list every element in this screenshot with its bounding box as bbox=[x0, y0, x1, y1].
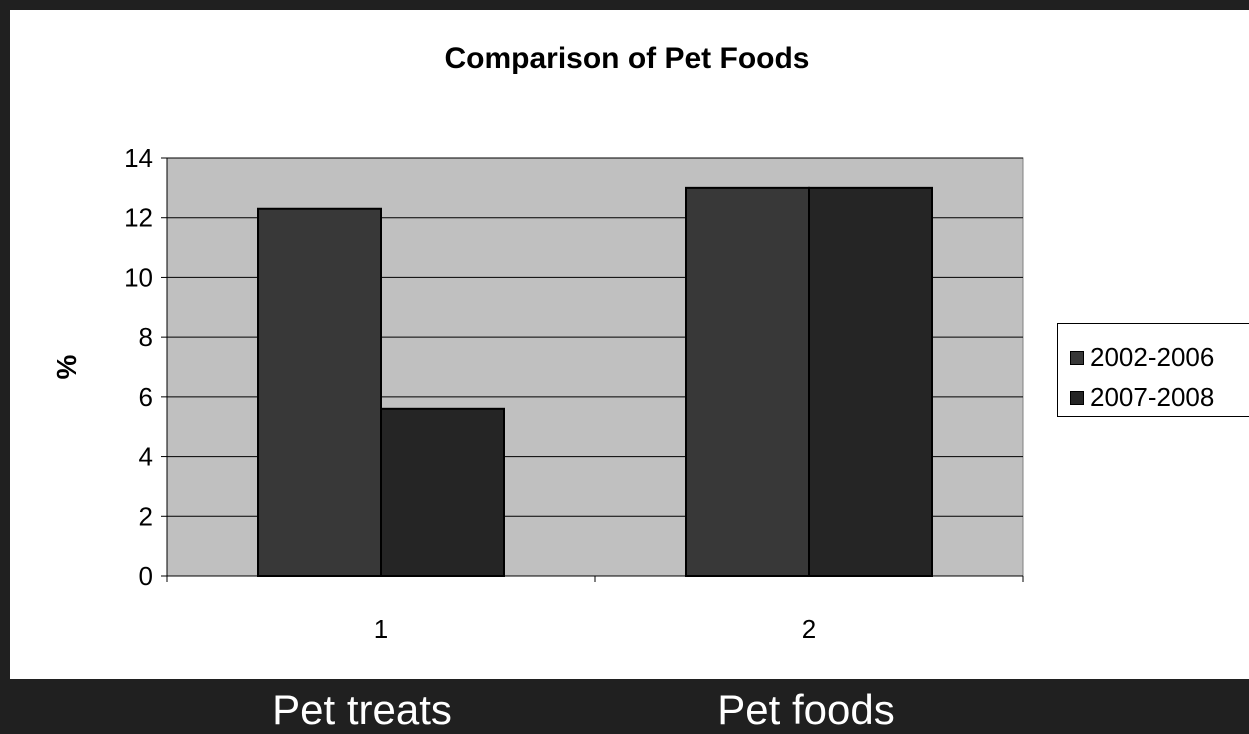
y-tick-label: 14 bbox=[124, 143, 153, 173]
y-tick-label: 8 bbox=[139, 322, 153, 352]
y-tick-label: 12 bbox=[124, 203, 153, 233]
y-tick-label: 0 bbox=[139, 561, 153, 591]
legend-swatch-series-1 bbox=[1070, 350, 1084, 365]
y-tick-label: 6 bbox=[139, 382, 153, 412]
legend-swatch-series-2 bbox=[1070, 390, 1084, 405]
legend: 2002-2006 2007-2008 bbox=[1057, 323, 1249, 417]
legend-item-series-2: 2007-2008 bbox=[1070, 382, 1214, 413]
chart-panel: Comparison of Pet Foods 0 2 4 6 8 10 12 14 1 2 % … bbox=[10, 10, 1249, 679]
bar-2002-2006-cat-1 bbox=[257, 207, 382, 577]
x-tick-label: 1 bbox=[374, 614, 388, 644]
legend-label-series-2: 2007-2008 bbox=[1090, 382, 1215, 412]
bar-2007-2008-cat-1 bbox=[380, 407, 505, 577]
x-tick-label: 2 bbox=[802, 614, 816, 644]
chart-title: Comparison of Pet Foods bbox=[444, 42, 809, 75]
legend-item-series-1: 2002-2006 bbox=[1070, 342, 1214, 373]
y-axis-label: % bbox=[51, 354, 82, 379]
category-caption-pet-treats: Pet treats bbox=[272, 686, 452, 733]
y-tick-label: 10 bbox=[124, 262, 153, 292]
legend-label-series-1: 2002-2006 bbox=[1090, 342, 1215, 372]
y-tick-label: 4 bbox=[139, 442, 153, 472]
category-caption-pet-foods: Pet foods bbox=[717, 686, 895, 733]
bar-2002-2006-cat-2 bbox=[685, 186, 810, 577]
bar-2007-2008-cat-2 bbox=[808, 186, 933, 577]
y-tick-label: 2 bbox=[139, 501, 153, 531]
